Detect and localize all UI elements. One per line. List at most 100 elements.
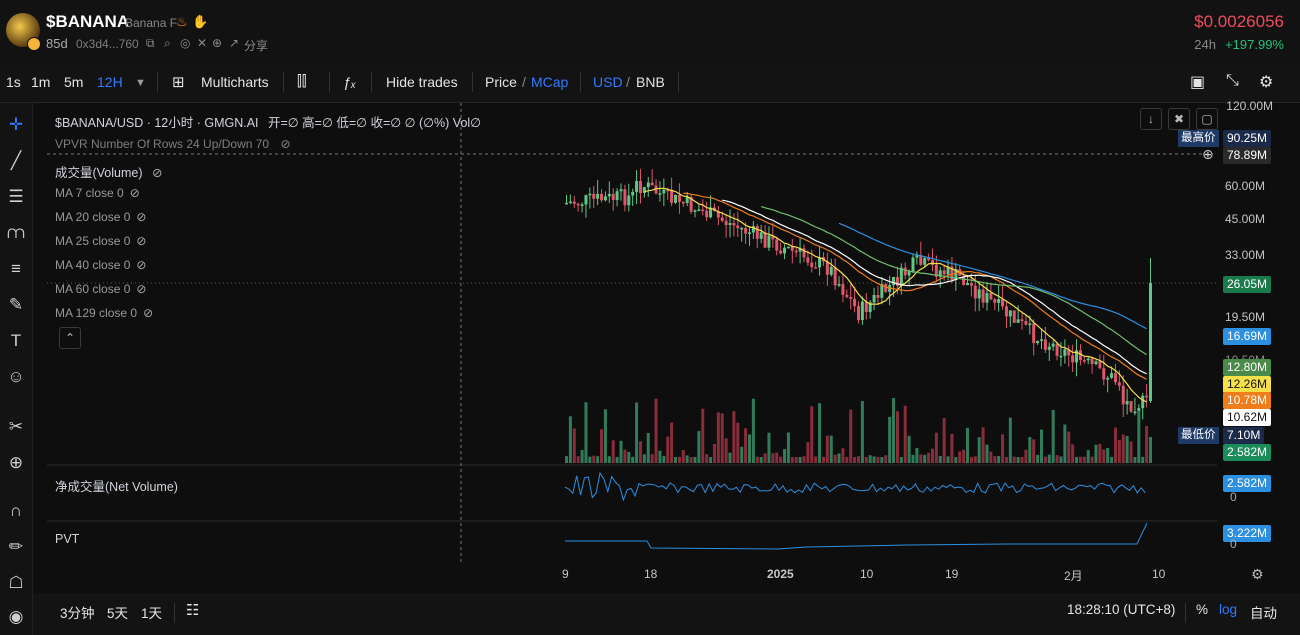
emoji-icon[interactable]: ☺ bbox=[7, 367, 25, 386]
volume-bar bbox=[814, 456, 818, 463]
maximize-pane-icon[interactable]: ▢ bbox=[1196, 108, 1218, 130]
multicharts-button[interactable]: Multicharts bbox=[201, 74, 269, 90]
candle-body bbox=[736, 225, 740, 229]
share-link[interactable]: 分享 bbox=[244, 39, 269, 53]
hand-icon: ✋ bbox=[192, 14, 209, 29]
volume-bar bbox=[615, 456, 619, 463]
volume-bar bbox=[728, 452, 732, 463]
interval-12h[interactable]: 12H bbox=[97, 74, 123, 90]
hide-eye-icon[interactable]: ⊘ bbox=[280, 137, 291, 151]
crosshair-icon[interactable]: ✛ bbox=[8, 115, 24, 134]
pvt-zero: 0 bbox=[1230, 537, 1237, 551]
eye-icon[interactable]: ◉ bbox=[8, 607, 24, 626]
lock-icon[interactable]: ☖ bbox=[8, 573, 24, 592]
volume-bar bbox=[627, 451, 631, 463]
scroll-down-icon[interactable]: ↓ bbox=[1140, 108, 1162, 130]
candle-body bbox=[825, 261, 829, 275]
interval-1m[interactable]: 1m bbox=[31, 74, 51, 90]
candle-body bbox=[868, 302, 872, 312]
volume-bar bbox=[642, 454, 646, 463]
volume-bar bbox=[677, 456, 681, 463]
volume-bar bbox=[619, 440, 623, 463]
copy-icon[interactable]: ⧉ bbox=[146, 36, 155, 50]
text-icon[interactable]: T bbox=[10, 331, 22, 350]
candle-body bbox=[794, 250, 798, 253]
pencil-lock-icon[interactable]: ✏ bbox=[8, 537, 24, 556]
volume-bar bbox=[600, 429, 604, 463]
candle-body bbox=[798, 248, 802, 252]
usd-toggle[interactable]: USD bbox=[593, 74, 623, 90]
brush-icon[interactable]: ✎ bbox=[8, 295, 24, 314]
website-icon[interactable]: ⊕ bbox=[212, 36, 223, 50]
candle-body bbox=[1032, 323, 1036, 344]
chart-canvas[interactable] bbox=[47, 103, 1217, 593]
candle-type-icon[interactable]: ⫿⫿ bbox=[297, 73, 307, 90]
ruler-icon[interactable]: ✂ bbox=[8, 417, 24, 436]
range-5d[interactable]: 5天 bbox=[107, 606, 129, 621]
volume-bar bbox=[895, 411, 899, 463]
volume-bar bbox=[584, 402, 588, 463]
interval-5m[interactable]: 5m bbox=[64, 74, 84, 90]
ma-line bbox=[644, 187, 1147, 403]
interval-dropdown-icon[interactable]: ▼ bbox=[135, 77, 146, 89]
fullscreen-icon[interactable]: ⤡ bbox=[1226, 72, 1239, 89]
magnet-icon[interactable]: ∩ bbox=[9, 501, 23, 520]
zoom-icon[interactable]: ⊕ bbox=[8, 453, 24, 472]
volume-bar bbox=[693, 456, 697, 463]
divider bbox=[1185, 603, 1186, 623]
volume-bar bbox=[927, 452, 931, 463]
mcap-toggle[interactable]: MCap bbox=[531, 74, 569, 90]
collapse-icon[interactable]: ✖ bbox=[1168, 108, 1190, 130]
trendline-icon[interactable]: ╱ bbox=[10, 151, 22, 170]
candle-body bbox=[895, 277, 899, 286]
volume-bar bbox=[880, 457, 884, 463]
fib-icon[interactable]: ≡ bbox=[11, 259, 21, 278]
ma-row: MA 20 close 0 ⊘ bbox=[55, 210, 146, 224]
volume-bar bbox=[685, 455, 689, 463]
log-toggle[interactable]: log bbox=[1219, 602, 1238, 617]
candle-body bbox=[732, 223, 736, 226]
interval-1s[interactable]: 1s bbox=[6, 74, 21, 90]
candle-body bbox=[864, 301, 868, 312]
x-twitter-icon[interactable]: ✕ bbox=[197, 36, 208, 50]
axis-settings-icon[interactable]: ⚙ bbox=[1251, 566, 1264, 582]
candle-body bbox=[588, 193, 592, 196]
volume-bar bbox=[1110, 456, 1114, 463]
percent-toggle[interactable]: % bbox=[1196, 602, 1209, 617]
explorer-icon[interactable]: ◎ bbox=[180, 36, 191, 50]
pattern-icon[interactable]: ⩋ bbox=[7, 223, 25, 242]
current-price-tag: 26.05M bbox=[1223, 276, 1272, 293]
range-3min[interactable]: 3分钟 bbox=[60, 606, 95, 621]
price-toggle[interactable]: Price bbox=[485, 74, 517, 90]
candle-body bbox=[724, 220, 728, 225]
horizontal-lines-icon[interactable]: ☰ bbox=[8, 187, 24, 206]
x-axis-label: 18 bbox=[644, 567, 658, 581]
collapse-legend-button[interactable]: ⌃ bbox=[59, 327, 81, 349]
date-range-icon[interactable]: ☷ bbox=[186, 602, 200, 619]
range-1d[interactable]: 1天 bbox=[141, 606, 163, 621]
indicators-icon[interactable]: ƒₓ bbox=[343, 74, 357, 90]
bnb-toggle[interactable]: BNB bbox=[636, 74, 665, 90]
contract-address[interactable]: 0x3d4...760 bbox=[76, 37, 139, 51]
search-icon[interactable]: ⌕ bbox=[164, 36, 171, 50]
volume-bar bbox=[771, 453, 775, 463]
volume-bar bbox=[857, 456, 860, 463]
volume-bar bbox=[1024, 449, 1028, 463]
share-icon[interactable]: ↗ bbox=[229, 36, 240, 50]
add-alert-icon[interactable]: ⊕ bbox=[1202, 146, 1214, 162]
token-header: $BANANA Banana F ♨ ✋ 85d 0x3d4...760 ⧉ ⌕… bbox=[0, 0, 1300, 64]
camera-icon[interactable]: ▣ bbox=[1190, 74, 1206, 91]
hide-trades-button[interactable]: Hide trades bbox=[386, 74, 458, 90]
chart-legend: $BANANA/USD · 12小时 · GMGN.AI 开=∅ 高=∅ 低=∅… bbox=[55, 112, 481, 131]
net-volume-title: 净成交量(Net Volume) bbox=[55, 480, 178, 494]
volume-bar bbox=[966, 427, 970, 463]
slash: / bbox=[522, 74, 526, 90]
candle-body bbox=[1117, 382, 1121, 386]
settings-icon[interactable]: ⚙ bbox=[1259, 74, 1274, 91]
volume-bar bbox=[740, 446, 744, 463]
auto-toggle[interactable]: 自动 bbox=[1250, 606, 1277, 621]
add-chart-icon[interactable]: ⊞ bbox=[172, 74, 185, 91]
volume-bar bbox=[993, 456, 997, 463]
price-chart[interactable]: $BANANA/USD · 12小时 · GMGN.AI 开=∅ 高=∅ 低=∅… bbox=[47, 99, 1273, 593]
volume-bar bbox=[681, 450, 685, 463]
